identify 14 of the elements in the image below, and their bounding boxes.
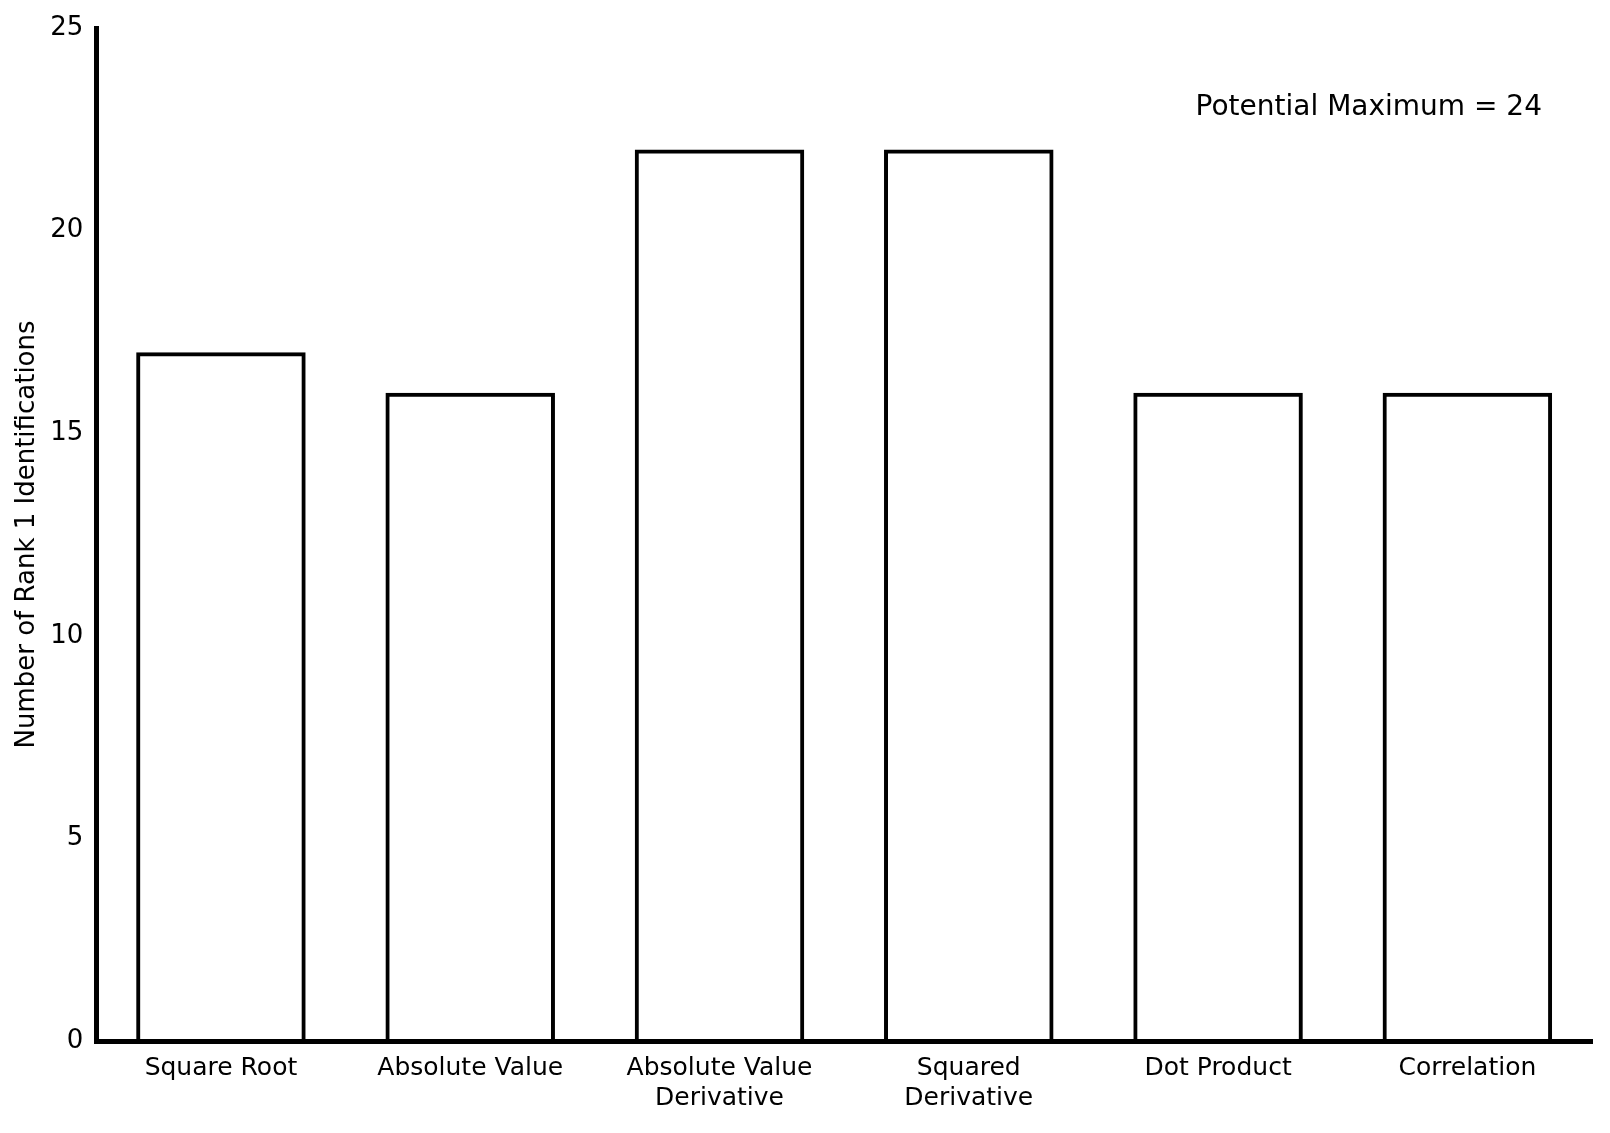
x-tick-label: Square Root — [144, 1051, 298, 1081]
y-tick-label: 15 — [50, 415, 84, 446]
x-tick-label: Dot Product — [1144, 1051, 1292, 1081]
y-tick-label: 0 — [66, 1023, 84, 1054]
y-tick-label: 10 — [50, 618, 84, 649]
x-tick-label: Absolute Value — [377, 1051, 564, 1081]
x-tick-label: Correlation — [1398, 1051, 1537, 1081]
x-tick-label: Squared Derivative — [904, 1051, 1034, 1111]
x-tick-label: Absolute Value Derivative — [626, 1051, 813, 1111]
y-tick-label: 5 — [66, 821, 84, 852]
y-tick-label: 25 — [50, 10, 84, 41]
y-tick-label: 20 — [50, 213, 84, 244]
y-axis-title: Number of Rank 1 Identifications — [10, 320, 41, 749]
annotation: Potential Maximum = 24 — [1195, 89, 1542, 123]
